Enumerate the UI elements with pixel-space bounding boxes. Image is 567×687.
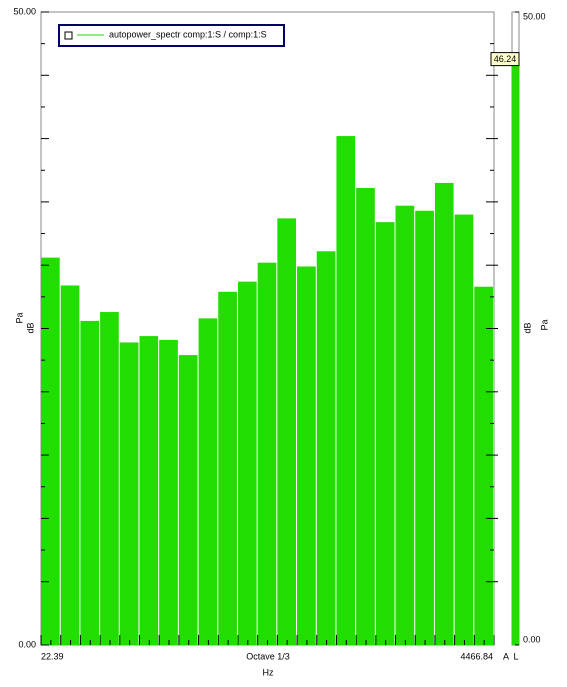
meter-label: A (503, 651, 509, 661)
bar (474, 286, 493, 645)
y-tick-label: 0.00 (18, 639, 36, 649)
bar (316, 251, 336, 646)
bar (178, 355, 198, 645)
bar (297, 266, 316, 645)
y2-tick-label: 50.00 (523, 11, 546, 21)
legend-box (64, 31, 73, 40)
bar (237, 281, 257, 645)
y-label: dB (25, 322, 35, 333)
x-label: Octave 1/3 (246, 651, 290, 661)
bar (434, 182, 454, 645)
bars (41, 136, 493, 646)
bar (139, 336, 159, 645)
bar (454, 214, 474, 645)
bar (277, 218, 297, 645)
meter-value-label: 46.24 (494, 54, 517, 64)
bar (119, 342, 139, 645)
bar (100, 312, 119, 645)
meter-label-box (490, 52, 520, 67)
bar (336, 136, 356, 645)
bar (415, 210, 434, 645)
x-unit: Hz (263, 667, 274, 677)
x-tick-label: 4466.84 (460, 651, 493, 661)
bar (60, 285, 80, 645)
y-unit-right: Pa (539, 319, 549, 330)
legend (58, 24, 285, 47)
y-tick-label: 50.00 (13, 6, 36, 16)
legend-text: autopower_spectr comp:1:S / comp:1:S (109, 29, 267, 39)
bar (198, 318, 218, 645)
y2-tick-label: 0.00 (523, 634, 541, 644)
bar (80, 320, 100, 645)
bar (159, 339, 178, 645)
bar (395, 205, 415, 645)
bar (356, 187, 375, 645)
y-label-right: dB (522, 322, 532, 333)
bar (375, 222, 395, 645)
meter-label: L (513, 651, 518, 661)
bar (41, 257, 60, 645)
meter-bar (512, 59, 519, 645)
bar (218, 291, 237, 645)
bar (257, 262, 277, 645)
x-tick-label: 22.39 (41, 651, 64, 661)
y-unit: Pa (14, 312, 24, 323)
